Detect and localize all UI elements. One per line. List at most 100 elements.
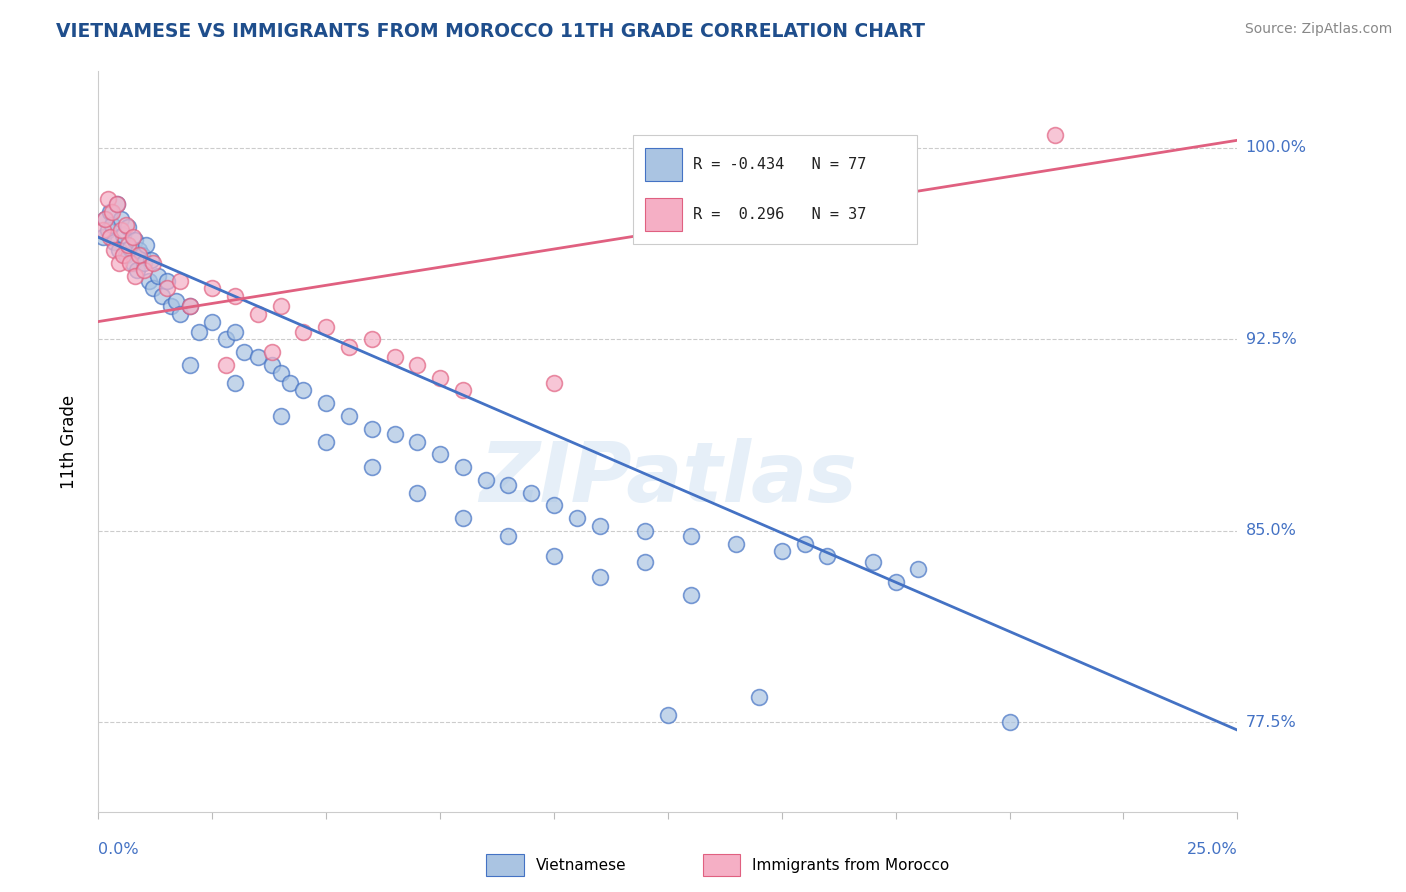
Point [91, 222, 114, 236]
Text: 100.0%: 100.0% [1246, 140, 1306, 155]
Point [748, 690, 770, 704]
Point [121, 256, 143, 270]
Point [165, 294, 187, 309]
Point [474, 473, 496, 487]
Text: 92.5%: 92.5% [1246, 332, 1296, 347]
Point [907, 562, 929, 576]
Point [120, 240, 142, 254]
Point [160, 299, 183, 313]
Point [179, 299, 201, 313]
Point [146, 268, 169, 283]
Point [110, 212, 132, 227]
Point [101, 204, 124, 219]
Point [142, 281, 165, 295]
Text: Immigrants from Morocco: Immigrants from Morocco [752, 858, 949, 872]
Point [233, 345, 256, 359]
Point [135, 238, 157, 252]
Point [103, 235, 125, 250]
Point [91, 230, 114, 244]
Point [138, 274, 160, 288]
Point [128, 243, 150, 257]
Point [215, 358, 238, 372]
Point [429, 370, 451, 384]
Point [105, 197, 128, 211]
Point [725, 536, 748, 550]
Point [588, 518, 610, 533]
Point [384, 351, 406, 365]
Point [315, 319, 337, 334]
Point [292, 384, 315, 398]
Point [360, 422, 382, 436]
Point [108, 243, 131, 257]
Point [315, 396, 337, 410]
Y-axis label: 11th Grade: 11th Grade [59, 394, 77, 489]
Text: 85.0%: 85.0% [1246, 524, 1296, 539]
Point [360, 460, 382, 475]
Point [179, 299, 201, 313]
Point [406, 485, 429, 500]
FancyBboxPatch shape [633, 135, 917, 244]
Point [451, 460, 474, 475]
Point [498, 478, 520, 492]
Bar [645, 148, 682, 181]
Point [634, 555, 657, 569]
Point [260, 358, 283, 372]
Point [139, 253, 162, 268]
Point [360, 333, 382, 347]
Point [406, 434, 429, 449]
Point [260, 345, 283, 359]
Text: R =  0.296   N = 37: R = 0.296 N = 37 [693, 207, 866, 222]
Point [117, 220, 139, 235]
Point [224, 289, 246, 303]
Point [120, 256, 142, 270]
Point [114, 248, 136, 262]
Point [150, 289, 173, 303]
Point [224, 376, 246, 390]
Point [96, 192, 118, 206]
Point [498, 529, 520, 543]
Point [94, 212, 117, 227]
Point [451, 384, 474, 398]
Point [110, 222, 132, 236]
Point [96, 222, 118, 236]
Point [634, 524, 657, 538]
Point [793, 536, 815, 550]
Point [124, 268, 146, 283]
Point [862, 555, 884, 569]
Point [114, 218, 136, 232]
Point [169, 307, 191, 321]
Point [998, 715, 1021, 730]
Text: Vietnamese: Vietnamese [536, 858, 627, 872]
Point [406, 358, 429, 372]
Point [679, 588, 702, 602]
Point [108, 256, 131, 270]
Text: 0.0%: 0.0% [98, 842, 139, 857]
Point [270, 366, 292, 380]
Point [543, 499, 565, 513]
Point [384, 426, 406, 441]
Point [128, 248, 150, 262]
Point [543, 549, 565, 564]
Point [520, 485, 543, 500]
Point [105, 197, 128, 211]
Text: 25.0%: 25.0% [1187, 842, 1237, 857]
Point [121, 230, 143, 244]
Point [117, 238, 139, 252]
Point [156, 281, 179, 295]
Point [201, 314, 224, 328]
Point [292, 325, 315, 339]
Point [156, 274, 179, 288]
Point [179, 358, 201, 372]
Point [127, 263, 149, 277]
Point [132, 263, 155, 277]
Point [201, 281, 224, 295]
Point [278, 376, 301, 390]
Point [246, 307, 269, 321]
Point [815, 549, 838, 564]
Point [679, 529, 702, 543]
Point [429, 447, 451, 461]
Point [101, 218, 124, 232]
Point [565, 511, 588, 525]
Point [1043, 128, 1066, 143]
Point [337, 340, 360, 354]
